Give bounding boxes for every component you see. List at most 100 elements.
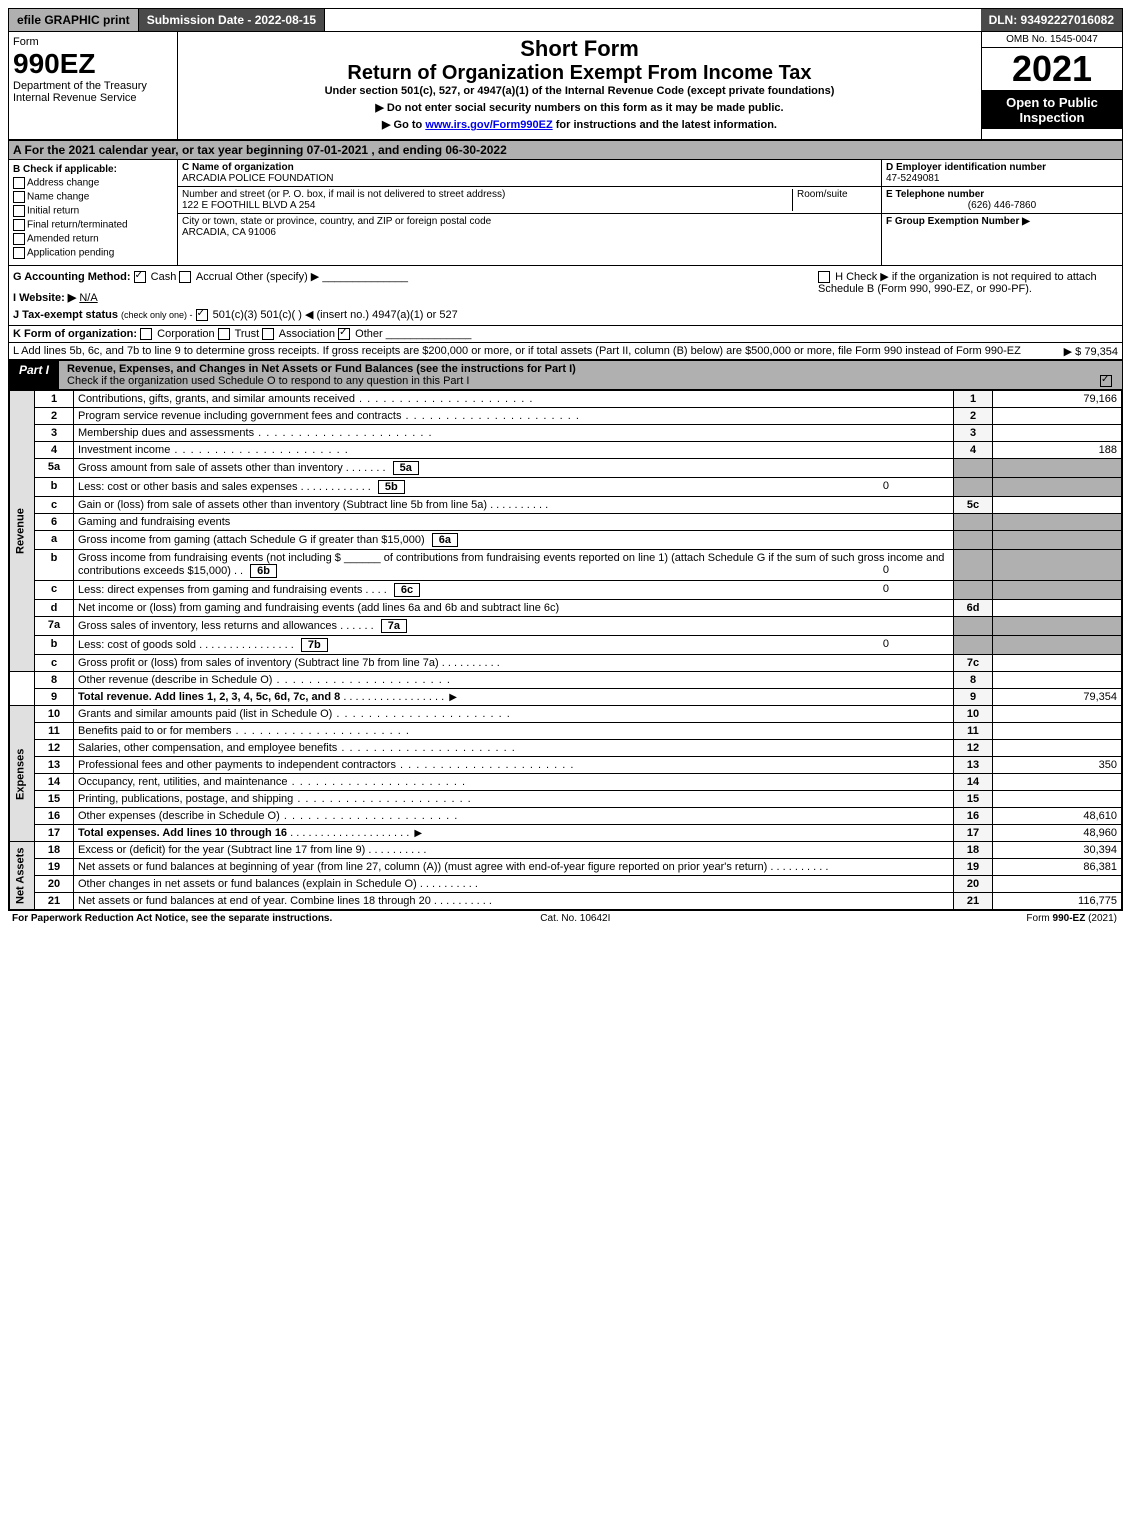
cb-name-change[interactable]: Name change (13, 191, 173, 203)
top-bar: efile GRAPHIC print Submission Date - 20… (9, 9, 1122, 32)
cb-other[interactable] (338, 328, 350, 340)
cb-assoc[interactable] (262, 328, 274, 340)
val-9: 79,354 (993, 689, 1122, 706)
cb-corp[interactable] (140, 328, 152, 340)
line-17: 17 Total expenses. Add lines 10 through … (10, 825, 1122, 842)
dept-treasury: Department of the Treasury (13, 80, 173, 92)
cb-501c3[interactable] (196, 309, 208, 321)
group-row: F Group Exemption Number ▶ (882, 214, 1122, 229)
group-label: F Group Exemption Number ▶ (886, 216, 1118, 227)
form-number: 990EZ (13, 48, 173, 80)
l-text: L Add lines 5b, 6c, and 7b to line 9 to … (13, 345, 1021, 357)
form-header: Form 990EZ Department of the Treasury In… (9, 32, 1122, 141)
form-label: Form (13, 36, 173, 48)
cash-label: Cash (151, 271, 177, 283)
irs-link[interactable]: www.irs.gov/Form990EZ (425, 119, 552, 131)
cb-address-change[interactable]: Address change (13, 177, 173, 189)
l-amount: ▶ $ 79,354 (1064, 345, 1118, 358)
line-6a: a Gross income from gaming (attach Sched… (10, 531, 1122, 550)
line-6: 6 Gaming and fundraising events (10, 514, 1122, 531)
val-1: 79,166 (993, 391, 1122, 408)
irs-label: Internal Revenue Service (13, 92, 173, 104)
cb-final-return[interactable]: Final return/terminated (13, 219, 173, 231)
cb-schedule-o[interactable] (1100, 375, 1112, 387)
j-label: J Tax-exempt status (13, 309, 118, 321)
ein-value: 47-5249081 (886, 173, 1118, 184)
org-name: ARCADIA POLICE FOUNDATION (182, 173, 334, 184)
line-1: Revenue 1 Contributions, gifts, grants, … (10, 391, 1122, 408)
k-label: K Form of organization: (13, 328, 137, 340)
line-11: 11 Benefits paid to or for members 11 (10, 723, 1122, 740)
header-center: Short Form Return of Organization Exempt… (178, 32, 981, 139)
omb-number: OMB No. 1545-0047 (982, 32, 1122, 48)
line-6c: c Less: direct expenses from gaming and … (10, 581, 1122, 600)
cb-schedule-b[interactable] (818, 271, 830, 283)
section-l: L Add lines 5b, 6c, and 7b to line 9 to … (9, 343, 1122, 360)
val-17: 48,960 (993, 825, 1122, 842)
other-label-k: Other (355, 328, 383, 340)
dln-number: DLN: 93492227016082 (981, 9, 1122, 31)
part-i-label: Part I (9, 361, 59, 389)
line-16: 16 Other expenses (describe in Schedule … (10, 808, 1122, 825)
j-sub: (check only one) - (121, 310, 193, 320)
line-9: 9 Total revenue. Add lines 1, 2, 3, 4, 5… (10, 689, 1122, 706)
line-10: Expenses 10 Grants and similar amounts p… (10, 706, 1122, 723)
header-right: OMB No. 1545-0047 2021 Open to Public In… (981, 32, 1122, 139)
val-21: 116,775 (993, 893, 1122, 910)
section-bcdef: B Check if applicable: Address change Na… (9, 160, 1122, 266)
line-2: 2 Program service revenue including gove… (10, 408, 1122, 425)
cb-amended[interactable]: Amended return (13, 233, 173, 245)
line-14: 14 Occupancy, rent, utilities, and maint… (10, 774, 1122, 791)
org-city: ARCADIA, CA 91006 (182, 227, 491, 238)
section-k: K Form of organization: Corporation Trus… (9, 326, 1122, 343)
cb-initial-return[interactable]: Initial return (13, 205, 173, 217)
line-4: 4 Investment income 4 188 (10, 442, 1122, 459)
val-4: 188 (993, 442, 1122, 459)
netassets-side-label: Net Assets (10, 842, 35, 910)
section-b: B Check if applicable: Address change Na… (9, 160, 178, 265)
footer-left: For Paperwork Reduction Act Notice, see … (12, 913, 332, 924)
i-label: I Website: ▶ (13, 292, 76, 304)
submission-date: Submission Date - 2022-08-15 (139, 9, 325, 31)
org-name-row: C Name of organization ARCADIA POLICE FO… (178, 160, 881, 187)
page-footer: For Paperwork Reduction Act Notice, see … (8, 911, 1121, 926)
short-form-title: Short Form (188, 36, 971, 62)
tel-row: E Telephone number (626) 446-7860 (882, 187, 1122, 214)
line-7a: 7a Gross sales of inventory, less return… (10, 617, 1122, 636)
section-h: H Check ▶ if the organization is not req… (808, 270, 1118, 321)
ssn-warning: ▶ Do not enter social security numbers o… (188, 101, 971, 114)
part-i-title: Revenue, Expenses, and Changes in Net As… (59, 361, 1122, 389)
form-990ez: efile GRAPHIC print Submission Date - 20… (8, 8, 1123, 911)
line-21: 21 Net assets or fund balances at end of… (10, 893, 1122, 910)
line-5a: 5a Gross amount from sale of assets othe… (10, 459, 1122, 478)
line-20: 20 Other changes in net assets or fund b… (10, 876, 1122, 893)
section-def: D Employer identification number 47-5249… (881, 160, 1122, 265)
cb-accrual[interactable] (179, 271, 191, 283)
website-value: N/A (79, 292, 97, 304)
cb-trust[interactable] (218, 328, 230, 340)
line-7c: c Gross profit or (loss) from sales of i… (10, 655, 1122, 672)
addr-label: Number and street (or P. O. box, if mail… (182, 189, 792, 200)
line-15: 15 Printing, publications, postage, and … (10, 791, 1122, 808)
line-13: 13 Professional fees and other payments … (10, 757, 1122, 774)
name-label: C Name of organization (182, 162, 334, 173)
section-g: G Accounting Method: Cash Accrual Other … (13, 270, 808, 321)
line-6b: b Gross income from fundraising events (… (10, 550, 1122, 581)
under-section: Under section 501(c), 527, or 4947(a)(1)… (188, 85, 971, 97)
b-title: B Check if applicable: (13, 164, 173, 175)
open-public-badge: Open to Public Inspection (982, 91, 1122, 129)
val-16: 48,610 (993, 808, 1122, 825)
cb-pending[interactable]: Application pending (13, 247, 173, 259)
g-label: G Accounting Method: (13, 271, 131, 283)
accrual-label: Accrual (196, 271, 233, 283)
line-12: 12 Salaries, other compensation, and emp… (10, 740, 1122, 757)
section-a: A For the 2021 calendar year, or tax yea… (9, 141, 1122, 160)
val-18: 30,394 (993, 842, 1122, 859)
cb-cash[interactable] (134, 271, 146, 283)
org-address: 122 E FOOTHILL BLVD A 254 (182, 200, 792, 211)
goto-instruction: ▶ Go to www.irs.gov/Form990EZ for instru… (188, 118, 971, 131)
footer-right: Form 990-EZ (2021) (1026, 913, 1117, 924)
efile-print-button[interactable]: efile GRAPHIC print (9, 9, 139, 31)
tel-label: E Telephone number (886, 189, 1118, 200)
city-row: City or town, state or province, country… (178, 214, 881, 240)
